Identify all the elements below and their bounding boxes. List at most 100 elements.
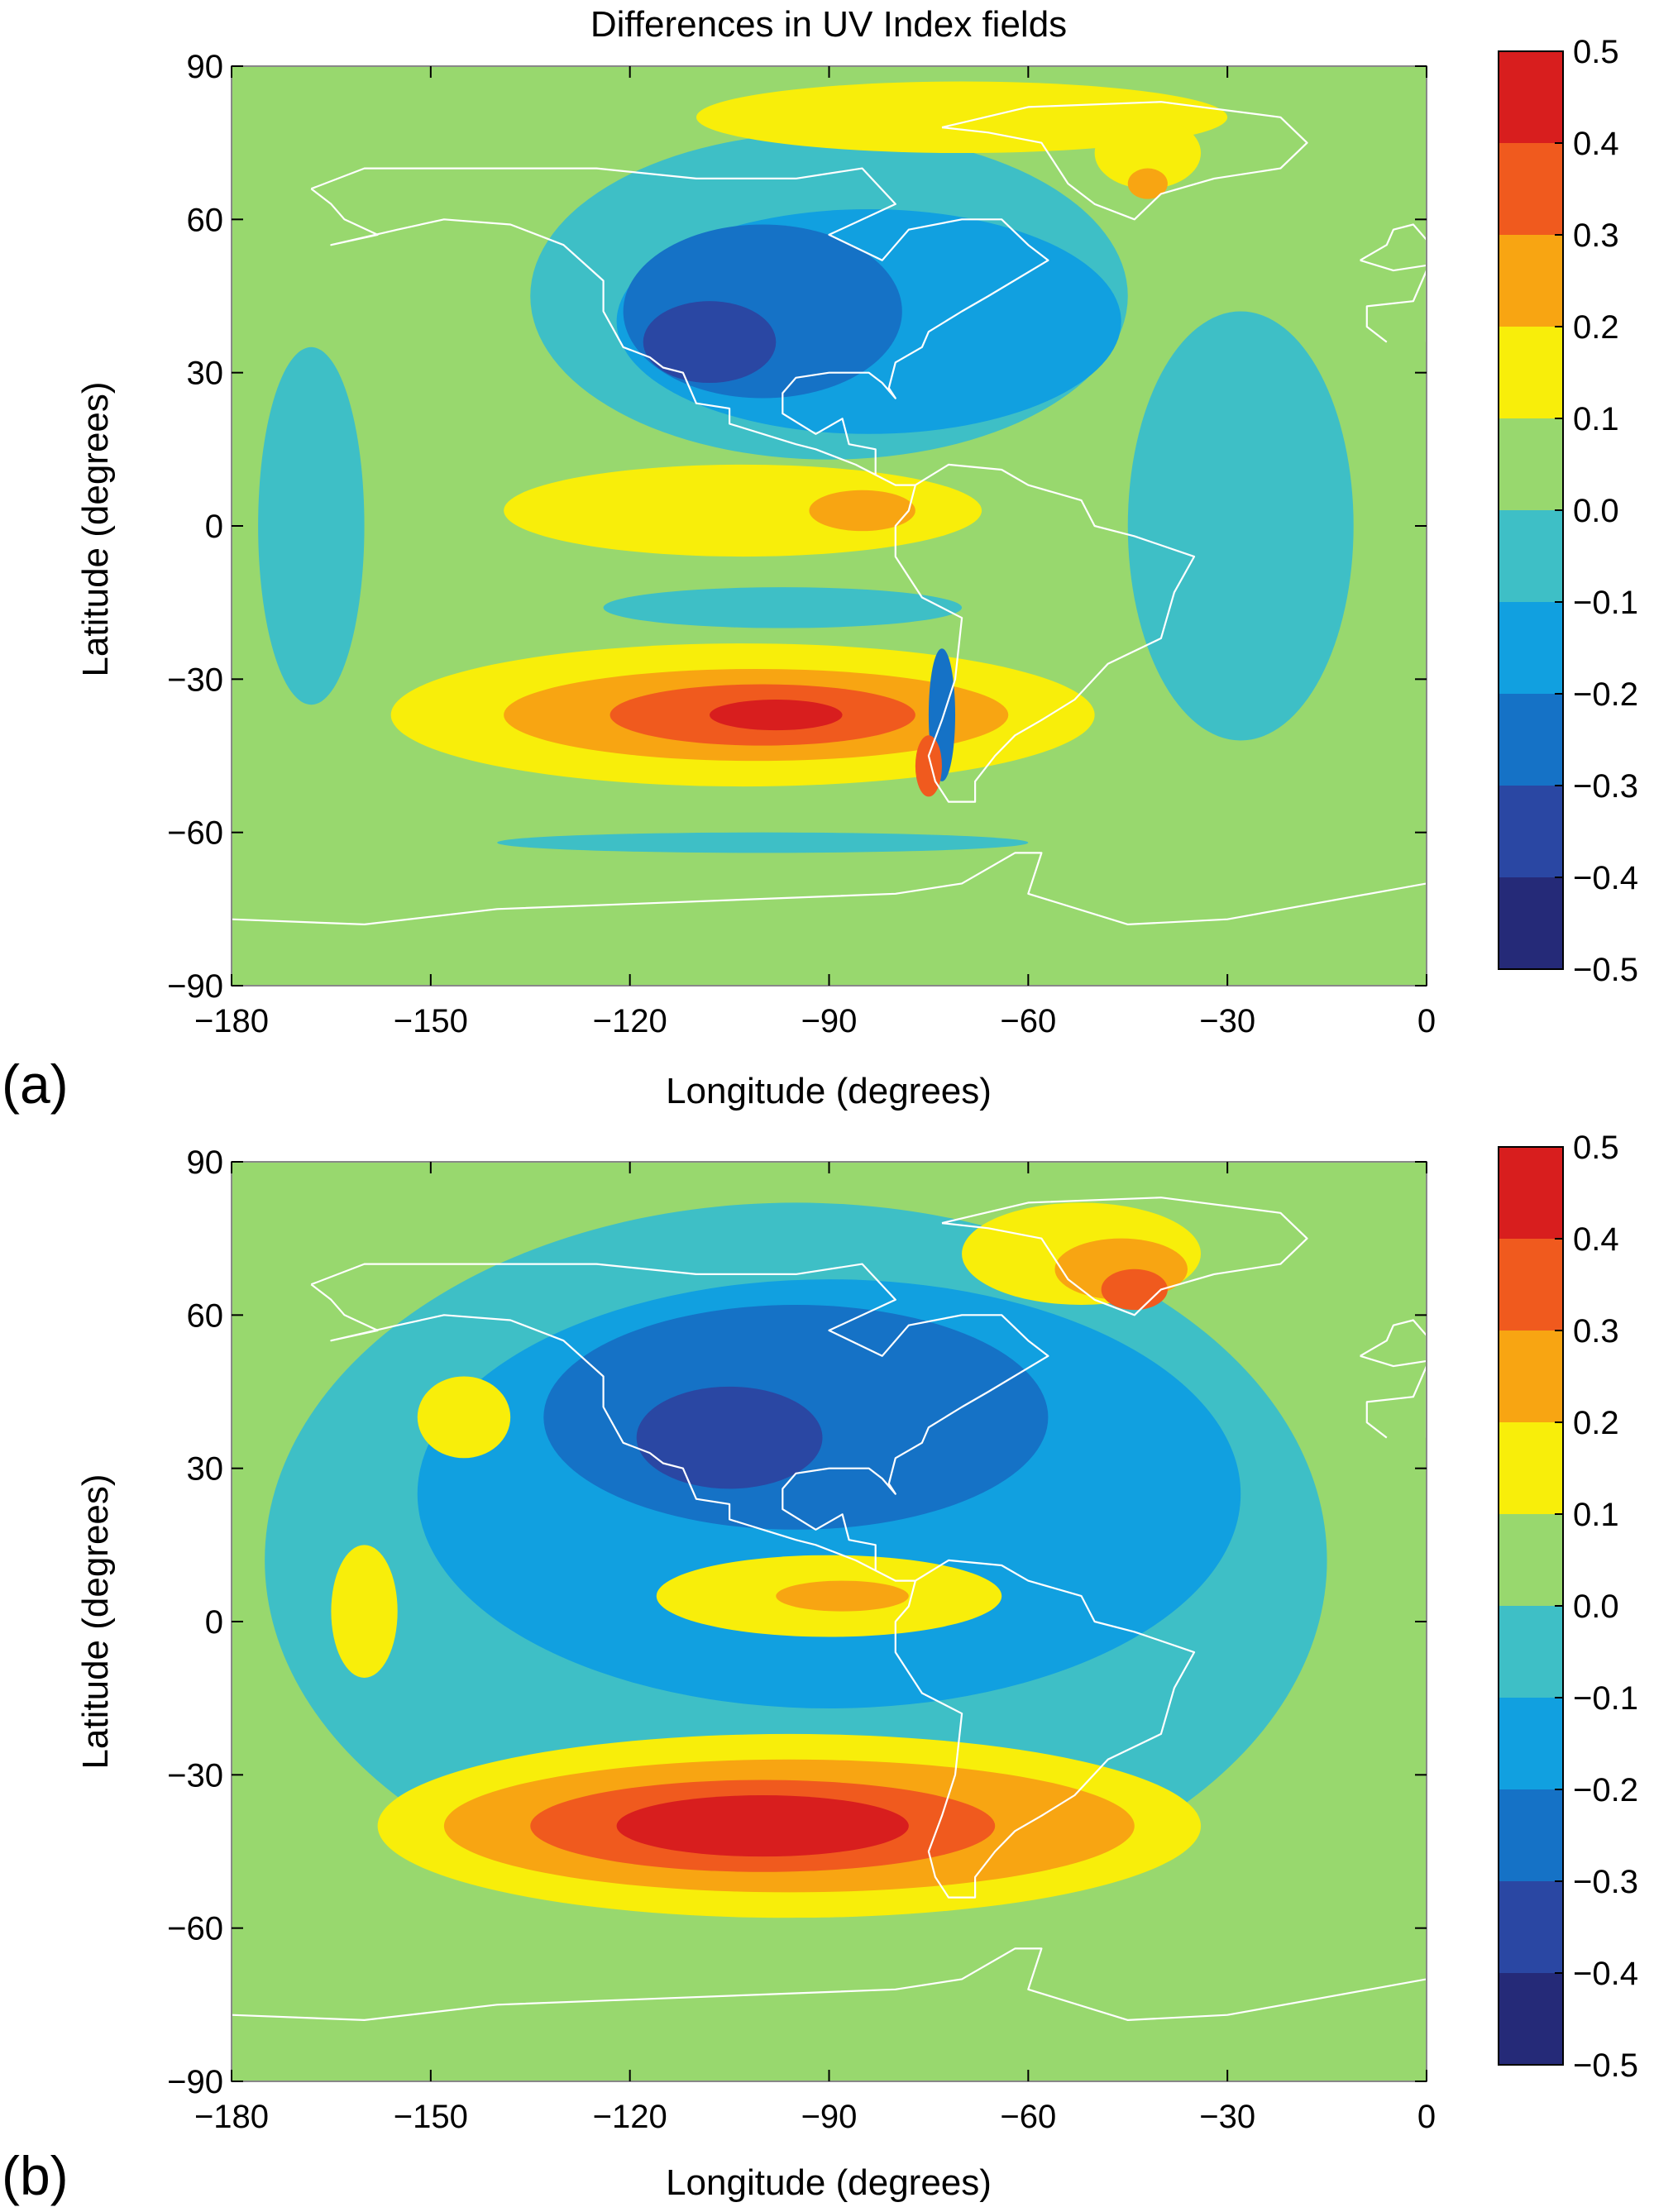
x-tick-label: −30 (1199, 1003, 1255, 1039)
colorbar-swatch (1499, 510, 1563, 603)
y-tick-label: 0 (205, 1604, 223, 1641)
colorbar-label: 0.3 (1573, 1313, 1619, 1350)
x-tick-label: −30 (1199, 2099, 1255, 2135)
x-tick-label: 0 (1417, 2099, 1436, 2135)
x-axis-label-b: Longitude (degrees) (666, 2162, 992, 2203)
colorbar-label: 0.0 (1573, 1589, 1619, 1625)
y-tick-label: 0 (205, 509, 223, 545)
map-field-a (232, 66, 1427, 986)
coastline (232, 1947, 1427, 2021)
field-region (809, 490, 915, 532)
field-region (915, 735, 942, 797)
colorbar-swatch (1499, 694, 1563, 786)
field-region (603, 587, 963, 628)
colorbar-swatch (1499, 327, 1563, 419)
y-axis-b: 90 60 30 0 −30 −60 −90 (167, 1144, 1427, 2100)
map-field-b (232, 1162, 1427, 2081)
field-region (1127, 168, 1168, 199)
colorbar-label: −0.3 (1573, 768, 1638, 805)
x-tick-label: −90 (801, 2099, 858, 2135)
x-tick-label: −180 (194, 1003, 269, 1039)
x-tick-label: −150 (394, 2099, 468, 2135)
colorbar-swatch (1499, 786, 1563, 878)
colorbar-label: −0.1 (1573, 1680, 1638, 1717)
field-region (616, 1795, 909, 1857)
colorbar-a: 0.5 0.4 0.3 0.2 0.1 0.0 −0.1 −0.2 −0.3 −0.4 −0.5 (1498, 34, 1638, 988)
colorbar-label: −0.5 (1573, 2047, 1638, 2084)
x-tick-label: −60 (1000, 2099, 1056, 2135)
field-region (776, 1580, 909, 1612)
y-tick-label: 30 (187, 356, 224, 392)
y-tick-label: 30 (187, 1451, 224, 1488)
y-tick-label: 90 (187, 49, 224, 85)
colorbar-swatch (1499, 877, 1563, 970)
coastlines-a (232, 101, 1427, 925)
field-region (258, 346, 365, 705)
field-region (331, 1545, 398, 1678)
colorbar-label: 0.4 (1573, 1221, 1619, 1258)
y-tick-label: −60 (167, 815, 223, 852)
chart-title: Differences in UV Index fields (590, 4, 1067, 45)
colorbar-swatch (1499, 418, 1563, 511)
colorbar-swatch (1499, 1973, 1563, 2066)
x-axis-b: −180 −150 −120 −90 −60 −30 0 (194, 1162, 1436, 2135)
colorbar-swatch (1499, 1698, 1563, 1790)
colorbar-label: 0.2 (1573, 1405, 1619, 1441)
colorbar-label: 0.2 (1573, 309, 1619, 346)
colorbar-label: 0.1 (1573, 401, 1619, 437)
y-tick-label: 60 (187, 202, 224, 238)
colorbar-swatch (1499, 1606, 1563, 1698)
x-tick-label: −60 (1000, 1003, 1056, 1039)
colorbar-swatch (1499, 602, 1563, 695)
field-region (1127, 311, 1354, 741)
coastline (310, 167, 1196, 803)
colorbar-label: −0.5 (1573, 952, 1638, 988)
colorbar-b: 0.5 0.4 0.3 0.2 0.1 0.0 −0.1 −0.2 −0.3 −0.4 −0.5 (1498, 1130, 1638, 2084)
colorbar-label: 0.0 (1573, 493, 1619, 529)
colorbar-swatch (1499, 51, 1563, 144)
coastline (941, 1197, 1308, 1316)
field-region (1094, 117, 1202, 189)
x-tick-label: −120 (593, 2099, 667, 2135)
y-tick-label: 90 (187, 1144, 224, 1181)
colorbar-label: 0.3 (1573, 217, 1619, 254)
field-region (696, 81, 1228, 154)
colorbar-label: 0.4 (1573, 126, 1619, 162)
coastline (232, 852, 1427, 925)
y-axis-a: 90 60 30 0 −30 −60 −90 (167, 49, 1427, 1005)
panel-label-a: (a) (2, 1053, 69, 1115)
field-region (710, 700, 843, 731)
coastline (1365, 270, 1427, 343)
field-region (643, 301, 777, 384)
panel-label-b: (b) (2, 2145, 69, 2206)
colorbar-swatch (1499, 1422, 1563, 1515)
coastline (1360, 223, 1427, 272)
colorbar-swatch (1499, 143, 1563, 236)
colorbar-label: 0.5 (1573, 34, 1619, 70)
y-axis-label-b: Latitude (degrees) (75, 1474, 116, 1769)
field-region (504, 464, 982, 557)
panel-b: −180 −150 −120 −90 −60 −30 0 9060300−30−60−90 … (2, 1130, 1638, 2206)
field-region (417, 1376, 511, 1459)
colorbar-label: −0.4 (1573, 1956, 1638, 1992)
colorbar-swatch (1499, 1331, 1563, 1423)
coastline (310, 1263, 1196, 1899)
coastlines-b (232, 1197, 1427, 2021)
panel-a: −180 −150 −120 −90 −60 −30 0 9060300−30−60−90 … (2, 34, 1638, 1115)
x-tick-label: −120 (593, 1003, 667, 1039)
y-tick-label: 60 (187, 1297, 224, 1334)
colorbar-label: −0.2 (1573, 1772, 1638, 1808)
y-tick-label: −90 (167, 968, 223, 1005)
coastline (1365, 1365, 1427, 1439)
x-tick-label: −90 (801, 1003, 858, 1039)
x-tick-label: −180 (194, 2099, 269, 2135)
x-tick-label: −150 (394, 1003, 468, 1039)
field-region (636, 1386, 823, 1489)
field-region (1101, 1268, 1168, 1311)
colorbar-label: −0.3 (1573, 1864, 1638, 1900)
colorbar-label: −0.4 (1573, 860, 1638, 896)
coastline (941, 101, 1308, 221)
y-tick-label: −90 (167, 2064, 223, 2100)
colorbar-swatch (1499, 1881, 1563, 1974)
